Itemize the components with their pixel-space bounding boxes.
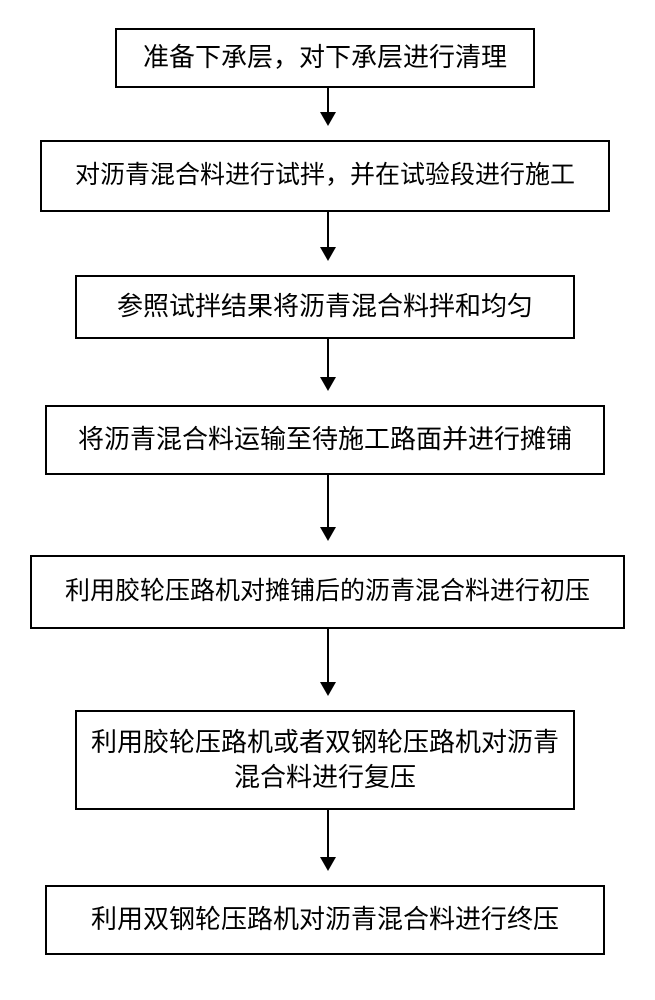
flow-node-5: 利用胶轮压路机对摊铺后的沥青混合料进行初压 xyxy=(30,555,625,629)
flow-arrow-head-5 xyxy=(320,682,336,696)
flow-node-6: 利用胶轮压路机或者双钢轮压路机对沥青混合料进行复压 xyxy=(75,710,575,810)
flow-node-label: 对沥青混合料进行试拌，并在试验段进行施工 xyxy=(75,159,575,193)
flow-arrow-head-2 xyxy=(320,247,336,261)
flow-node-2: 对沥青混合料进行试拌，并在试验段进行施工 xyxy=(40,140,610,212)
flow-arrow-head-4 xyxy=(320,527,336,541)
flow-arrow-line-1 xyxy=(327,88,329,112)
flow-node-label: 参照试拌结果将沥青混合料拌和均匀 xyxy=(117,289,533,324)
flow-arrow-line-5 xyxy=(327,629,329,682)
flow-node-7: 利用双钢轮压路机对沥青混合料进行终压 xyxy=(45,885,605,955)
flowchart-canvas: 准备下承层，对下承层进行清理对沥青混合料进行试拌，并在试验段进行施工参照试拌结果… xyxy=(0,0,655,1000)
flow-arrow-line-2 xyxy=(327,212,329,247)
flow-arrow-line-3 xyxy=(327,339,329,377)
flow-node-3: 参照试拌结果将沥青混合料拌和均匀 xyxy=(75,275,575,339)
flow-node-label: 将沥青混合料运输至待施工路面并进行摊铺 xyxy=(78,422,572,457)
flow-node-4: 将沥青混合料运输至待施工路面并进行摊铺 xyxy=(45,405,605,475)
flow-node-label: 准备下承层，对下承层进行清理 xyxy=(143,40,507,75)
flow-arrow-line-6 xyxy=(327,810,329,857)
flow-node-label: 利用胶轮压路机对摊铺后的沥青混合料进行初压 xyxy=(65,575,590,609)
flow-node-label: 利用胶轮压路机或者双钢轮压路机对沥青混合料进行复压 xyxy=(87,725,563,795)
flow-arrow-head-3 xyxy=(320,377,336,391)
flow-arrow-head-6 xyxy=(320,857,336,871)
flow-node-label: 利用双钢轮压路机对沥青混合料进行终压 xyxy=(91,902,559,937)
flow-arrow-head-1 xyxy=(320,112,336,126)
flow-node-1: 准备下承层，对下承层进行清理 xyxy=(115,28,535,88)
flow-arrow-line-4 xyxy=(327,475,329,527)
